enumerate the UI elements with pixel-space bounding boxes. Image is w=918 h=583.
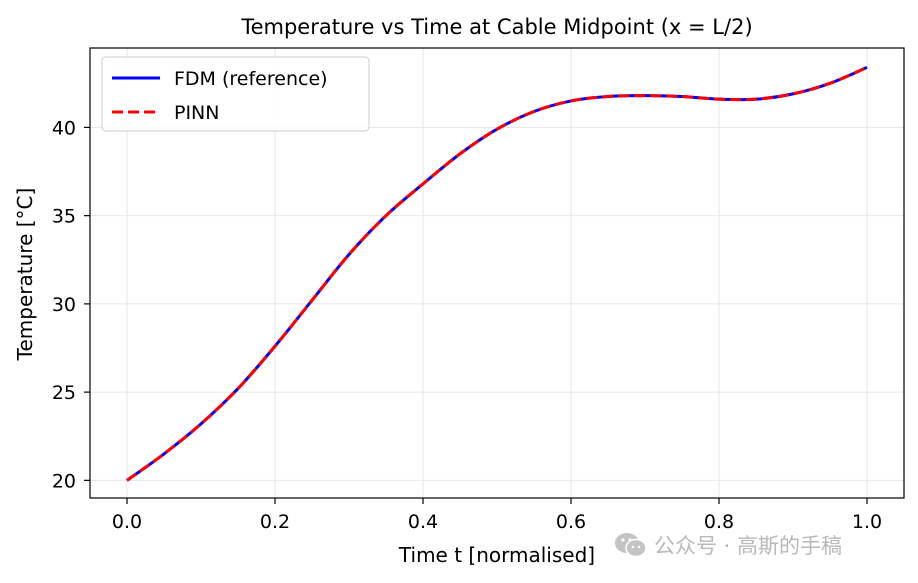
x-tick-label: 0.4 — [408, 511, 438, 533]
x-axis-label: Time t [normalised] — [398, 543, 595, 567]
y-axis-label: Temperature [°C] — [13, 188, 37, 362]
watermark: 公众号 · 高斯的手稿 — [614, 531, 842, 559]
y-tick-label: 40 — [52, 117, 76, 139]
x-tick-label: 1.0 — [852, 511, 882, 533]
x-tick-label: 0.6 — [556, 511, 586, 533]
wechat-icon — [615, 533, 647, 558]
y-tick-label: 25 — [52, 382, 76, 404]
plot-area-frame — [89, 47, 905, 499]
tick-layer: 0.0 0.2 0.4 0.6 0.8 1.0 20 25 30 35 40 — [52, 117, 882, 533]
y-tick-label: 30 — [52, 294, 76, 316]
x-tick-label: 0.8 — [704, 511, 734, 533]
legend-box — [101, 56, 370, 132]
watermark-text: 公众号 · 高斯的手稿 — [654, 534, 843, 558]
y-tick-label: 35 — [52, 206, 76, 228]
x-tick-label: 0.2 — [260, 511, 290, 533]
legend: FDM (reference) PINN — [101, 56, 370, 132]
x-tick-label: 0.0 — [112, 511, 142, 533]
y-tick-label: 20 — [52, 470, 76, 492]
series-line-pinn — [126, 66, 868, 482]
legend-label: FDM (reference) — [174, 68, 328, 90]
chart-title: Temperature vs Time at Cable Midpoint (x… — [240, 15, 752, 39]
series-layer — [126, 66, 868, 482]
legend-label: PINN — [174, 102, 220, 124]
axes-frame — [89, 47, 905, 499]
